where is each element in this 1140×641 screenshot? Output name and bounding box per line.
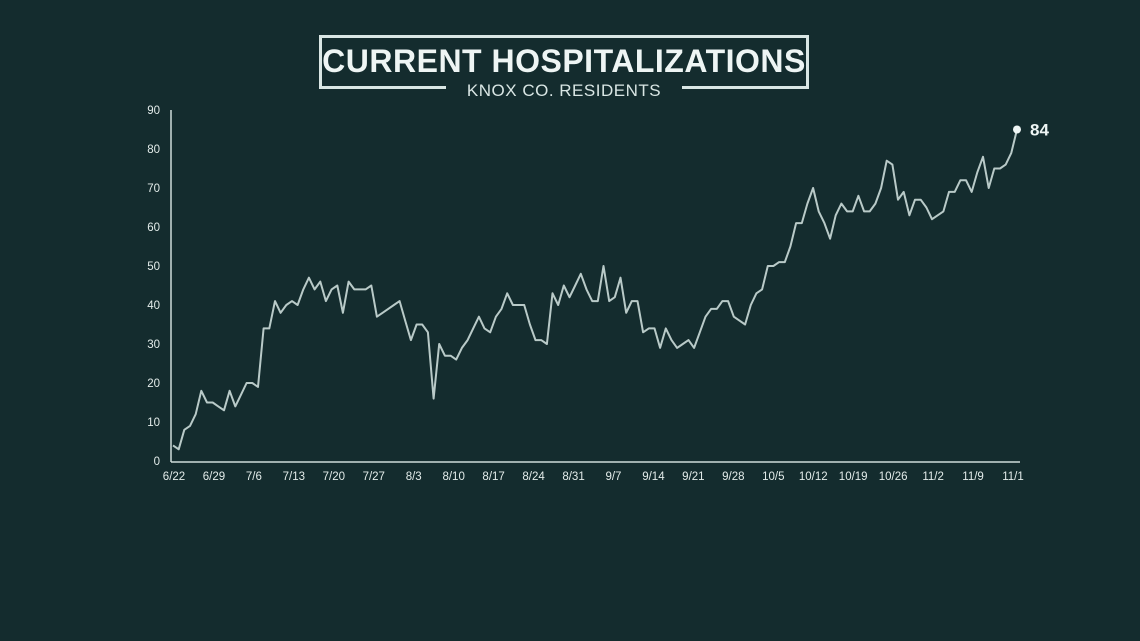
x-tick-label: 9/21: [682, 471, 704, 483]
x-tick-label: 8/3: [406, 471, 422, 483]
last-value-point: [1013, 125, 1021, 134]
x-tick-label: 10/19: [839, 471, 868, 483]
x-tick-label: 7/27: [363, 471, 385, 483]
y-tick-label: 30: [147, 339, 160, 351]
x-tick-label: 8/31: [562, 471, 584, 483]
x-tick-label: 9/14: [642, 471, 665, 483]
x-tick-label: 6/22: [163, 471, 185, 483]
x-tick-label: 10/12: [799, 471, 828, 483]
y-tick-label: 70: [147, 183, 160, 195]
y-tick-label: 60: [147, 222, 160, 234]
chart-title: CURRENT HOSPITALIZATIONS: [322, 43, 806, 79]
x-tick-label: 11/2: [922, 471, 944, 483]
x-tick-label: 11/1: [1002, 471, 1024, 483]
x-tick-label: 9/7: [605, 471, 621, 483]
x-tick-label: 10/5: [762, 471, 784, 483]
y-tick-label: 80: [147, 144, 160, 156]
y-tick-labels: 0 10 20 30 40 50 60 70 80 90: [147, 105, 160, 468]
x-tick-label: 9/28: [722, 471, 744, 483]
chart-subtitle: KNOX CO. RESIDENTS: [446, 80, 682, 102]
y-tick-label: 90: [147, 105, 160, 117]
last-value-label: 84: [1030, 121, 1049, 140]
y-tick-label: 10: [147, 417, 160, 429]
y-tick-label: 0: [154, 456, 160, 468]
x-tick-label: 8/17: [482, 471, 504, 483]
x-tick-label: 8/10: [442, 471, 464, 483]
y-tick-label: 50: [147, 261, 160, 273]
x-tick-label: 7/6: [246, 471, 262, 483]
x-tick-label: 6/29: [203, 471, 225, 483]
x-tick-label: 11/9: [962, 471, 984, 483]
x-tick-label: 7/20: [323, 471, 345, 483]
y-tick-label: 20: [147, 378, 160, 390]
x-tick-label: 10/26: [879, 471, 908, 483]
hospitalizations-line: [172, 129, 1018, 451]
x-tick-labels: 6/22 6/29 7/6 7/13 7/20 7/27 8/3 8/10 8/17 8/24 8/…: [163, 471, 1024, 483]
y-tick-label: 40: [147, 300, 160, 312]
x-tick-label: 7/13: [283, 471, 305, 483]
x-tick-label: 8/24: [522, 471, 545, 483]
